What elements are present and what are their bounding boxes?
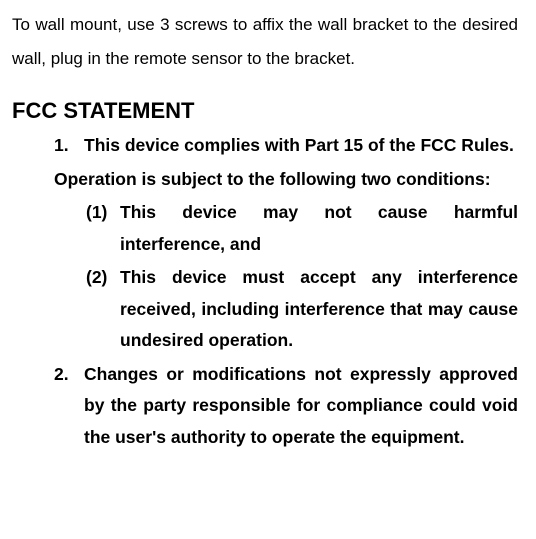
numbered-list: 1. This device complies with Part 15 of …	[12, 130, 518, 453]
sub-item-1: (1) This device may not cause harmful in…	[86, 197, 518, 260]
item-text: This device complies with Part 15 of the…	[84, 130, 518, 162]
sub-item-text: This device must accept any interference…	[120, 262, 518, 357]
item-number: 2.	[54, 359, 84, 454]
intro-paragraph: To wall mount, use 3 screws to affix the…	[12, 8, 518, 76]
sub-item-text: This device may not cause harmful interf…	[120, 197, 518, 260]
sub-item-2: (2) This device must accept any interfer…	[86, 262, 518, 357]
list-item-1: 1. This device complies with Part 15 of …	[54, 130, 518, 162]
sub-list: (1) This device may not cause harmful in…	[54, 197, 518, 357]
list-item-2: 2. Changes or modifications not expressl…	[54, 359, 518, 454]
conditions-intro: Operation is subject to the following tw…	[54, 164, 518, 196]
item-number: 1.	[54, 130, 84, 162]
sub-item-number: (1)	[86, 197, 120, 260]
fcc-heading: FCC STATEMENT	[12, 98, 518, 124]
sub-item-number: (2)	[86, 262, 120, 357]
item-text: Changes or modifications not expressly a…	[84, 359, 518, 454]
